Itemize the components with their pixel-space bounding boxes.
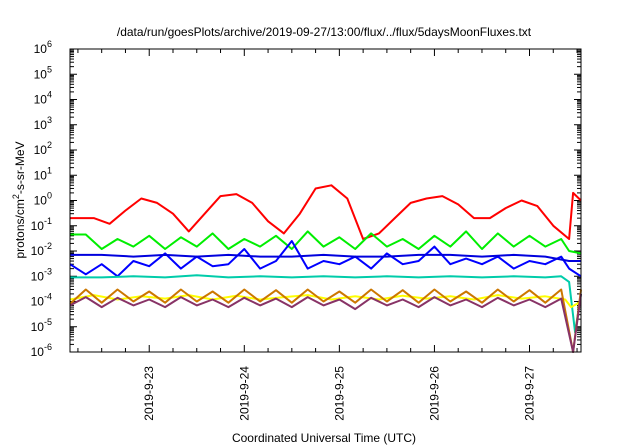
y-tick-label: 10-4 bbox=[31, 292, 52, 309]
y-tick-label-exponent: -4 bbox=[44, 292, 52, 302]
series-line-5 bbox=[70, 274, 582, 334]
y-tick-label: 103 bbox=[34, 115, 52, 132]
y-tick-label-exponent: -1 bbox=[44, 216, 52, 226]
y-tick-label-exponent: 2 bbox=[47, 140, 52, 150]
y-tick-label-exponent: -3 bbox=[44, 266, 52, 276]
y-tick-label-base: 10 bbox=[34, 42, 48, 56]
y-tick-label-exponent: -6 bbox=[44, 342, 52, 352]
series-line-8 bbox=[69, 293, 582, 353]
y-tick-label-exponent: 6 bbox=[47, 39, 52, 49]
x-axis-ticks: 2019-9-23 2019-9-24 2019-9-25 2019-9-26 2019… bbox=[77, 49, 578, 421]
x-tick-label: 2019-9-26 bbox=[427, 366, 441, 421]
y-tick-label-base: 10 bbox=[31, 219, 45, 233]
y-tick-label-base: 10 bbox=[31, 244, 45, 258]
y-tick-label: 102 bbox=[34, 140, 52, 157]
series-line-4 bbox=[70, 253, 581, 262]
y-tick-label-exponent: -2 bbox=[44, 241, 52, 251]
x-tick-label: 2019-9-23 bbox=[142, 366, 156, 421]
chart-title: /data/run/goesPlots/archive/2019-09-27/1… bbox=[117, 25, 532, 39]
y-tick-label-exponent: 5 bbox=[47, 64, 52, 74]
y-tick-label: 10-6 bbox=[31, 342, 52, 359]
y-tick-label: 10-3 bbox=[31, 266, 52, 283]
series-group bbox=[69, 184, 582, 353]
y-tick-label: 101 bbox=[34, 165, 52, 182]
y-tick-label-base: 10 bbox=[31, 345, 45, 359]
series-line-7 bbox=[69, 288, 582, 353]
y-tick-label-base: 10 bbox=[34, 93, 48, 107]
y-tick-label: 100 bbox=[34, 191, 52, 208]
y-tick-label-base: 10 bbox=[31, 295, 45, 309]
series-line-6 bbox=[69, 294, 582, 309]
y-tick-label-base: 10 bbox=[34, 143, 48, 157]
y-tick-label-exponent: -5 bbox=[44, 317, 52, 327]
y-axis-ticks: 10-610-510-410-310-210-11001011021031041… bbox=[31, 39, 581, 359]
y-tick-label-base: 10 bbox=[34, 67, 48, 81]
y-tick-label-base: 10 bbox=[34, 194, 48, 208]
y-tick-label-exponent: 0 bbox=[47, 191, 52, 201]
y-axis-label-group: protons/cm2-s-sr-MeV bbox=[11, 141, 27, 258]
x-axis-label: Coordinated Universal Time (UTC) bbox=[232, 431, 416, 445]
y-tick-label: 105 bbox=[34, 64, 52, 81]
y-tick-label-base: 10 bbox=[34, 168, 48, 182]
x-tick-label: 2019-9-25 bbox=[332, 366, 346, 421]
y-tick-label: 10-1 bbox=[31, 216, 52, 233]
y-tick-label-base: 10 bbox=[31, 320, 45, 334]
y-tick-label: 106 bbox=[34, 39, 52, 56]
series-line-2 bbox=[70, 230, 582, 255]
y-tick-label: 10-2 bbox=[31, 241, 52, 258]
y-tick-label-base: 10 bbox=[31, 269, 45, 283]
y-tick-label: 104 bbox=[34, 90, 52, 107]
y-tick-label: 10-5 bbox=[31, 317, 52, 334]
y-tick-label-exponent: 4 bbox=[47, 90, 52, 100]
x-tick-label: 2019-9-27 bbox=[523, 366, 537, 421]
y-tick-label-exponent: 3 bbox=[47, 115, 52, 125]
y-tick-label-base: 10 bbox=[34, 118, 48, 132]
y-axis-label: protons/cm2-s-sr-MeV bbox=[11, 141, 27, 258]
series-line-1 bbox=[70, 184, 582, 240]
y-tick-label-exponent: 1 bbox=[47, 165, 52, 175]
x-tick-label: 2019-9-24 bbox=[237, 366, 251, 421]
series-line-3 bbox=[69, 240, 582, 278]
plot-frame bbox=[69, 48, 582, 353]
